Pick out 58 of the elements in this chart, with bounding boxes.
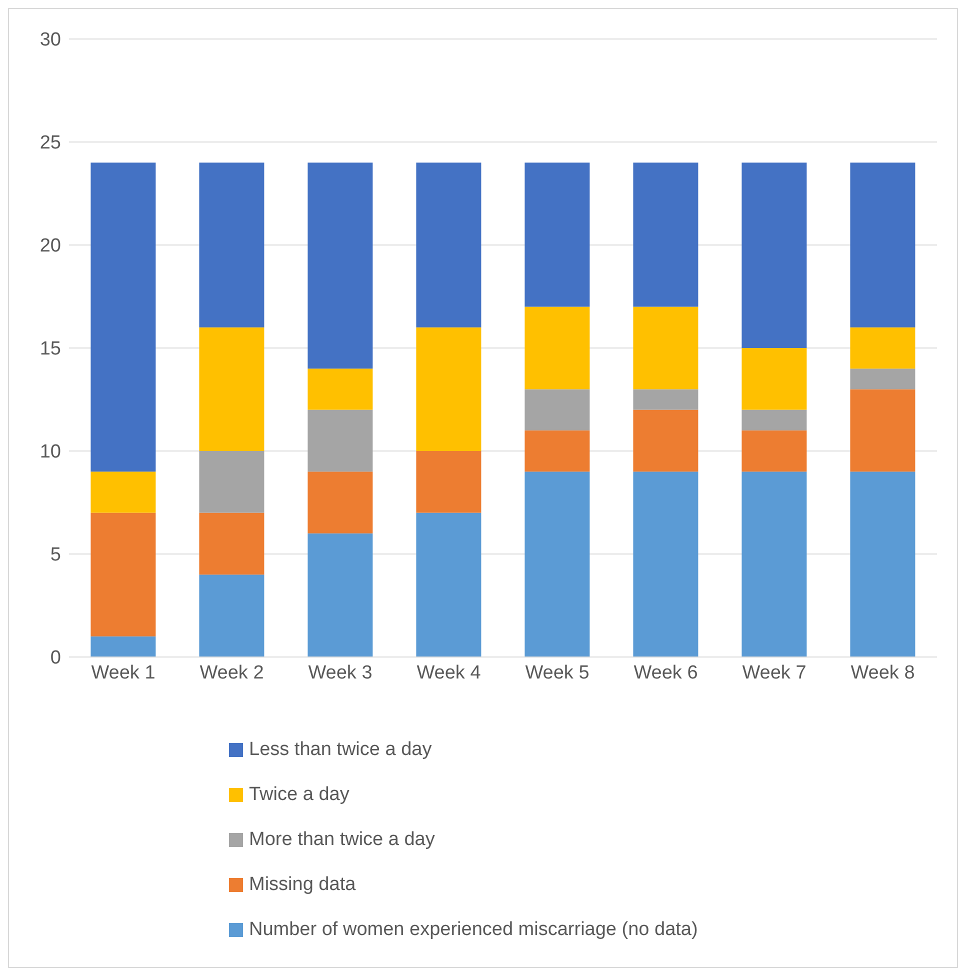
legend-label: Missing data [249,874,356,896]
bar [850,162,916,328]
bar [850,389,916,472]
bar [633,410,698,472]
y-tick-label: 20 [40,236,61,257]
bar [199,327,264,451]
bar [850,327,916,369]
x-tick-label: Week 7 [742,662,806,684]
bar [742,348,807,410]
x-tick-label: Week 1 [91,662,156,684]
bar [199,162,264,328]
x-tick-label: Week 8 [850,662,915,684]
x-tick-label: Week 3 [308,662,372,684]
bar [524,306,590,390]
bar [90,636,156,657]
y-tick-label: 0 [50,648,61,669]
bar [308,410,373,472]
bar [199,451,264,513]
bar [850,368,916,390]
bar [742,472,807,657]
legend-label: Number of women experienced miscarriage (no data) [249,918,698,940]
bar [308,162,373,369]
bar [633,162,698,307]
bar [416,512,482,657]
bar [742,162,807,348]
bar [308,472,373,534]
bar [633,472,698,657]
legend-label: Twice a day [249,784,350,806]
y-tick-label: 30 [40,30,61,51]
bar [90,512,156,636]
bar [90,162,156,472]
bar [308,533,373,657]
bar [850,472,916,657]
legend-label: Less than twice a day [249,738,432,760]
y-tick-label: 5 [50,544,61,566]
bar [199,574,264,657]
bar [308,368,373,410]
y-tick-label: 15 [40,338,61,360]
bar [416,162,482,328]
bar [524,430,590,472]
bar [416,451,482,513]
bar [90,472,156,513]
bar [524,389,590,430]
bar [524,472,590,657]
x-tick-label: Week 6 [634,662,698,684]
bar [416,327,482,451]
x-tick-label: Week 5 [525,662,590,684]
bar [524,162,590,307]
bar [633,306,698,390]
bar [742,430,807,472]
bar [742,410,807,430]
bar [633,389,698,410]
y-tick-label: 10 [40,442,61,463]
y-tick-label: 25 [40,132,61,154]
legend-label: More than twice a day [249,828,435,850]
bar [199,512,264,575]
x-tick-label: Week 4 [416,662,482,684]
x-tick-label: Week 2 [200,662,264,684]
